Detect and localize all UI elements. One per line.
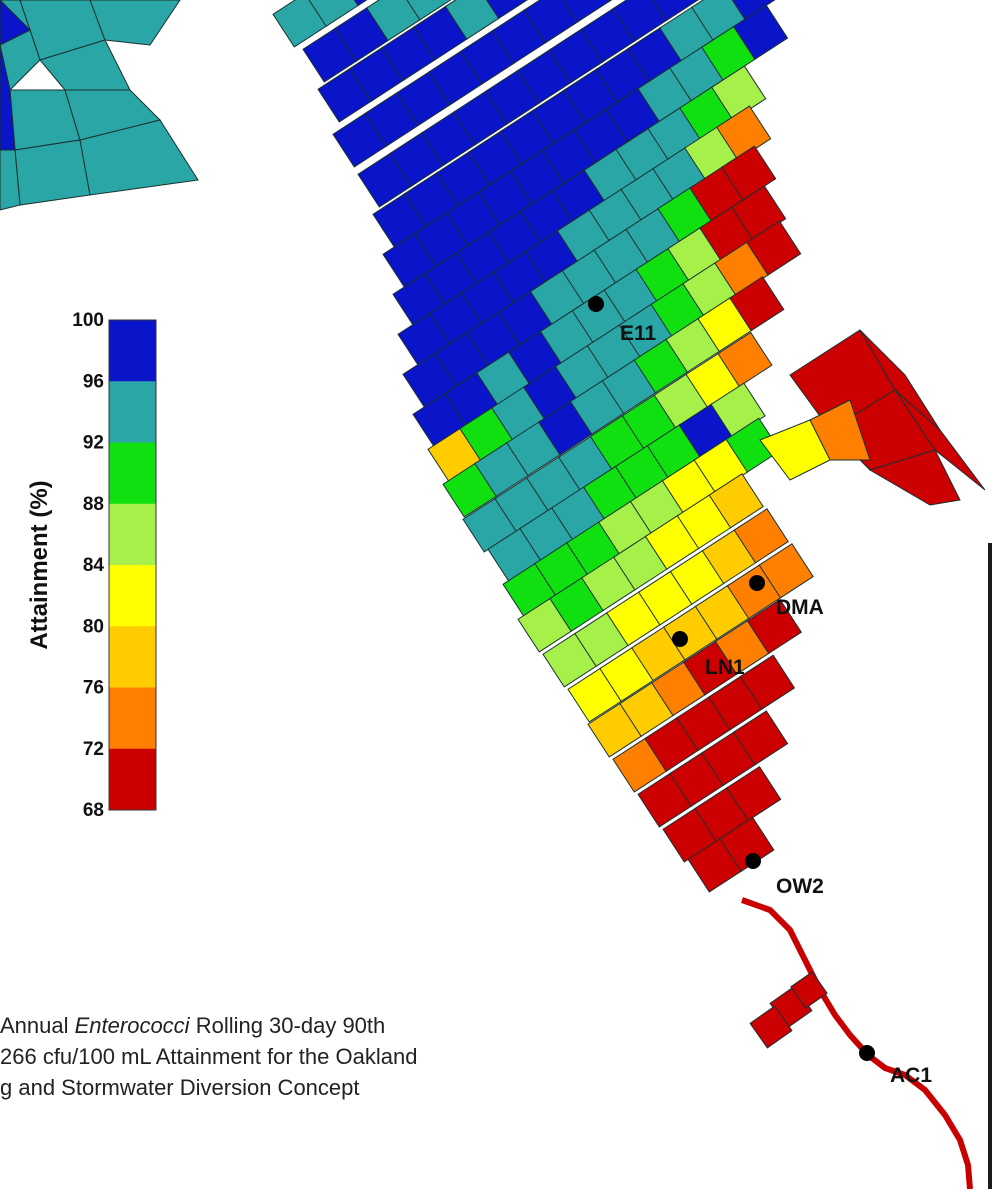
- station-LN1-label: LN1: [705, 656, 745, 679]
- model-grid-cells: [0, 0, 986, 893]
- river-channel: [740, 897, 973, 1189]
- monitoring-stations: E11 DMA LN1 OW2 AC1: [588, 296, 932, 1087]
- legend-tick-label: 80: [83, 616, 104, 637]
- grid-cell: [731, 0, 776, 21]
- grid-cell: [746, 598, 803, 655]
- grid-cell: [746, 220, 802, 276]
- legend-tick-label: 84: [83, 555, 105, 576]
- station-DMA: DMA: [749, 575, 824, 619]
- grid-cell: [14, 139, 91, 206]
- legend-tick-label: 88: [83, 494, 104, 515]
- grid-cell: [652, 0, 699, 22]
- grid-cell: [739, 654, 796, 710]
- legend-tick-label: 76: [83, 678, 104, 699]
- legend-band: [109, 503, 156, 566]
- grid-cell: [759, 419, 831, 481]
- grid-cell: [0, 0, 31, 46]
- station-E11-dot: [588, 296, 604, 312]
- legend-title: Attainment (%): [26, 480, 53, 649]
- legend-band: [109, 320, 156, 382]
- grid-cell: [721, 145, 777, 201]
- grid-cell: [79, 119, 199, 196]
- grid-cell: [729, 276, 785, 332]
- grid-cell: [758, 543, 814, 599]
- figure-frame-edge: [988, 543, 992, 1189]
- station-E11: E11: [588, 296, 657, 345]
- caption-line-1: Annual Enterococci Rolling 30-day 90th: [0, 1010, 560, 1041]
- side-basin: [749, 971, 828, 1049]
- grid-cell: [716, 105, 772, 161]
- grid-cell: [726, 765, 782, 822]
- legend-tick-label: 92: [83, 433, 104, 454]
- station-E11-label: E11: [620, 322, 657, 345]
- grid-cell: [711, 65, 767, 121]
- legend-band: [109, 565, 156, 627]
- station-DMA-dot: [749, 575, 765, 591]
- figure-caption: Annual Enterococci Rolling 30-day 90th 2…: [0, 1010, 560, 1103]
- caption-line-3: g and Stormwater Diversion Concept: [0, 1075, 360, 1100]
- grid-cell: [732, 710, 789, 766]
- grid-cell: [486, 0, 529, 20]
- station-LN1: LN1: [672, 631, 745, 679]
- legend-band: [109, 748, 156, 811]
- station-AC1-label: AC1: [890, 1064, 932, 1087]
- grid-cell: [607, 0, 613, 3]
- station-AC1-dot: [859, 1045, 875, 1061]
- station-OW2-label: OW2: [776, 875, 824, 898]
- grid-cell: [0, 44, 16, 151]
- legend-tick-label: 68: [83, 800, 104, 821]
- station-OW2: OW2: [745, 853, 824, 898]
- grid-cell: [353, 0, 368, 7]
- grid-cell: [719, 816, 775, 872]
- caption-text: Annual: [0, 1013, 75, 1038]
- station-LN1-dot: [672, 631, 688, 647]
- caption-line-2: 266 cfu/100 mL Attainment for the Oaklan…: [0, 1044, 418, 1069]
- grid-cell: [89, 0, 181, 46]
- legend-band: [109, 381, 156, 443]
- legend-band: [109, 442, 156, 505]
- caption-organism: Enterococci: [74, 1013, 190, 1038]
- grid-cell: [868, 449, 961, 506]
- color-legend: 100 96 92 88 84 80 76 72 68 Attainment (%): [26, 310, 157, 821]
- legend-tick-label: 100: [72, 310, 104, 331]
- legend-tick-label: 96: [83, 371, 104, 392]
- station-OW2-dot: [745, 853, 761, 869]
- legend-tick-label: 72: [83, 739, 104, 760]
- grid-cell: [732, 4, 789, 61]
- grid-cell: [406, 0, 452, 21]
- grid-cell: [708, 473, 764, 529]
- legend-band: [109, 626, 156, 688]
- station-DMA-label: DMA: [776, 596, 824, 619]
- grid-cell: [894, 389, 986, 491]
- station-AC1: AC1: [859, 1045, 932, 1087]
- grid-cell: [717, 331, 773, 388]
- legend-band: [109, 687, 156, 750]
- caption-text: Rolling 30-day 90th: [189, 1013, 386, 1038]
- grid-cell: [733, 508, 789, 564]
